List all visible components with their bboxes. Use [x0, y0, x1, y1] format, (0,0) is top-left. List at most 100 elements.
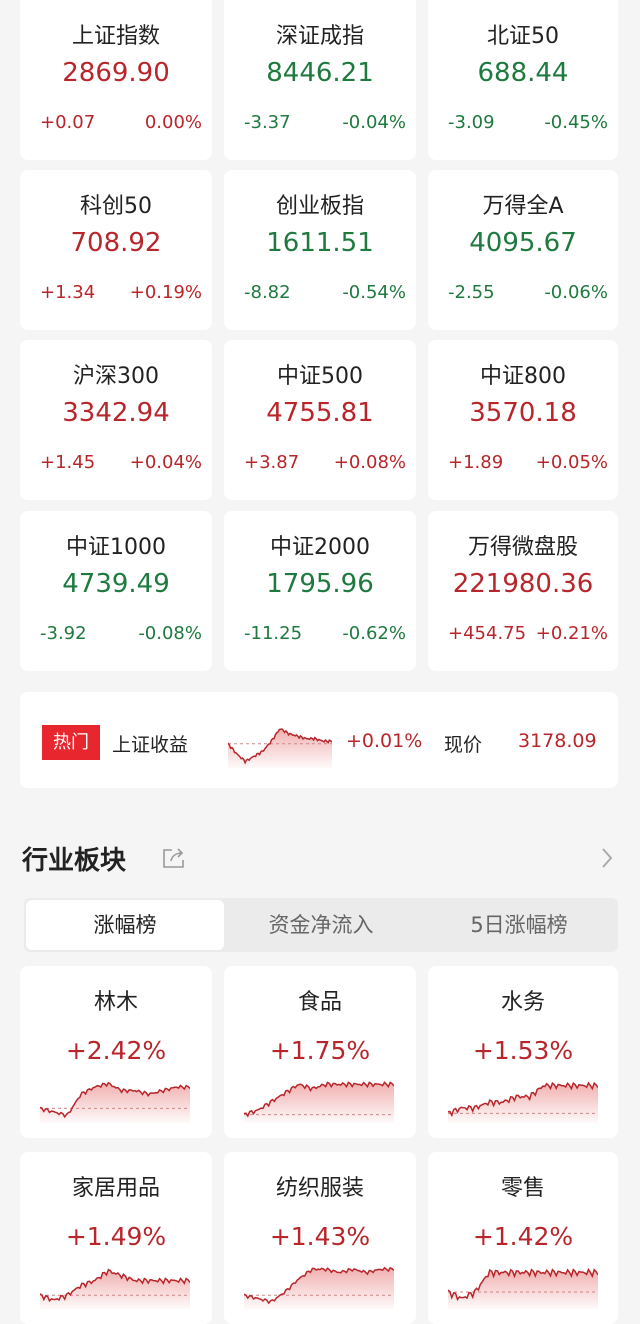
index-name: 中证1000: [66, 535, 166, 560]
sector-sparkline-line: [244, 1081, 394, 1118]
sector-pct: +2.42%: [65, 1036, 167, 1065]
index-pct: -0.08%: [138, 623, 202, 644]
index-change: +3.87: [244, 452, 300, 473]
index-name: 沪深300: [73, 364, 159, 389]
sector-card[interactable]: 纺织服装 +1.43%: [224, 1152, 416, 1324]
index-card[interactable]: 科创50 708.92 +1.34 +0.19%: [20, 170, 212, 330]
sector-card[interactable]: 家居用品 +1.49%: [20, 1152, 212, 1324]
sector-pct: +1.75%: [269, 1036, 371, 1065]
index-card[interactable]: 北证50 688.44 -3.09 -0.45%: [428, 0, 618, 160]
index-name: 万得微盘股: [467, 535, 578, 560]
index-name: 中证800: [480, 364, 566, 389]
chevron-right-icon[interactable]: [600, 846, 614, 870]
sector-name: 家居用品: [71, 1176, 160, 1201]
index-card[interactable]: 万得全A 4095.67 -2.55 -0.06%: [428, 170, 618, 330]
sector-sparkline-line: [244, 1266, 394, 1305]
share-icon[interactable]: [162, 847, 186, 869]
sector-sparkline-area: [40, 1269, 190, 1309]
index-change: -8.82: [244, 282, 291, 303]
index-card[interactable]: 上证指数 2869.90 +0.07 0.00%: [20, 0, 212, 160]
index-card[interactable]: 中证2000 1795.96 -11.25 -0.62%: [224, 511, 416, 671]
hot-sparkline: [228, 728, 332, 768]
sector-name: 零售: [500, 1176, 545, 1201]
sector-sparkline: [448, 1267, 598, 1309]
index-change: -3.92: [40, 623, 87, 644]
index-price: 4739.49: [62, 569, 170, 599]
sector-name: 水务: [500, 990, 545, 1015]
index-name: 创业板指: [275, 194, 364, 219]
index-name: 北证50: [487, 24, 559, 49]
sector-card[interactable]: 食品 +1.75%: [224, 966, 416, 1138]
index-price: 1611.51: [266, 228, 374, 258]
sector-pct: +1.42%: [472, 1222, 574, 1251]
hot-name: 上证收益: [112, 734, 189, 756]
index-change: +1.34: [40, 282, 96, 303]
index-price: 3570.18: [469, 398, 577, 428]
index-card[interactable]: 创业板指 1611.51 -8.82 -0.54%: [224, 170, 416, 330]
sector-sparkline: [244, 1266, 394, 1309]
index-change: +0.07: [40, 112, 96, 133]
sector-sparkline-area: [448, 1269, 598, 1309]
sector-sparkline: [448, 1081, 598, 1123]
index-name: 中证500: [277, 364, 363, 389]
sector-sparkline-area: [244, 1082, 394, 1123]
sector-card[interactable]: 水务 +1.53%: [428, 966, 618, 1138]
index-price: 1795.96: [266, 569, 374, 599]
index-price: 8446.21: [266, 58, 374, 88]
index-price: 2869.90: [62, 58, 170, 88]
index-card[interactable]: 中证800 3570.18 +1.89 +0.05%: [428, 340, 618, 500]
index-card[interactable]: 中证1000 4739.49 -3.92 -0.08%: [20, 511, 212, 671]
hot-sparkline-line: [228, 728, 332, 765]
index-pct: +0.04%: [129, 452, 202, 473]
index-pct: +0.19%: [129, 282, 202, 303]
sector-tabs: 涨幅榜 资金净流入 5日涨幅榜: [24, 898, 618, 952]
index-name: 万得全A: [482, 194, 564, 219]
index-price: 4755.81: [266, 398, 374, 428]
index-card[interactable]: 中证500 4755.81 +3.87 +0.08%: [224, 340, 416, 500]
index-price: 3342.94: [62, 398, 170, 428]
index-pct: +0.05%: [535, 452, 608, 473]
tab-5day-gainers[interactable]: 5日涨幅榜: [470, 913, 568, 937]
index-card[interactable]: 沪深300 3342.94 +1.45 +0.04%: [20, 340, 212, 500]
hot-price-label: 现价: [444, 734, 483, 756]
sector-sparkline: [244, 1081, 394, 1123]
sector-sparkline-line: [40, 1268, 190, 1303]
index-change: +1.45: [40, 452, 96, 473]
index-pct: -0.45%: [544, 112, 608, 133]
index-change: -3.37: [244, 112, 291, 133]
sector-sparkline: [40, 1268, 190, 1309]
hot-badge: 热门: [42, 725, 100, 760]
sector-name: 林木: [93, 990, 138, 1015]
index-pct: +0.21%: [535, 623, 608, 644]
sector-card[interactable]: 林木 +2.42%: [20, 966, 212, 1138]
hot-sparkline-area: [228, 729, 332, 768]
tab-net-inflow[interactable]: 资金净流入: [268, 913, 374, 937]
tab-gainers[interactable]: 涨幅榜: [26, 900, 224, 950]
index-change: +1.89: [448, 452, 504, 473]
index-name: 上证指数: [71, 24, 160, 49]
sector-name: 食品: [297, 990, 342, 1015]
index-pct: -0.04%: [342, 112, 406, 133]
sector-sparkline-line: [40, 1081, 190, 1119]
hot-price: 3178.09: [518, 730, 597, 752]
index-pct: -0.62%: [342, 623, 406, 644]
index-price: 221980.36: [452, 569, 594, 599]
index-card[interactable]: 深证成指 8446.21 -3.37 -0.04%: [224, 0, 416, 160]
sector-pct: +1.49%: [65, 1222, 167, 1251]
sector-sparkline-area: [448, 1083, 598, 1123]
index-card[interactable]: 万得微盘股 221980.36 +454.75 +0.21%: [428, 511, 618, 671]
index-name: 科创50: [80, 194, 152, 219]
index-change: -3.09: [448, 112, 495, 133]
index-change: +454.75: [448, 623, 527, 644]
index-pct: 0.00%: [144, 112, 202, 133]
sector-sparkline-area: [40, 1082, 190, 1123]
hot-pct: +0.01%: [346, 730, 423, 752]
sector-name: 纺织服装: [275, 1176, 364, 1201]
sector-card[interactable]: 零售 +1.42%: [428, 1152, 618, 1324]
index-price: 4095.67: [469, 228, 577, 258]
index-pct: -0.54%: [342, 282, 406, 303]
sector-pct: +1.43%: [269, 1222, 371, 1251]
index-price: 708.92: [70, 228, 162, 258]
index-change: -11.25: [244, 623, 303, 644]
sector-sparkline-line: [448, 1081, 598, 1118]
